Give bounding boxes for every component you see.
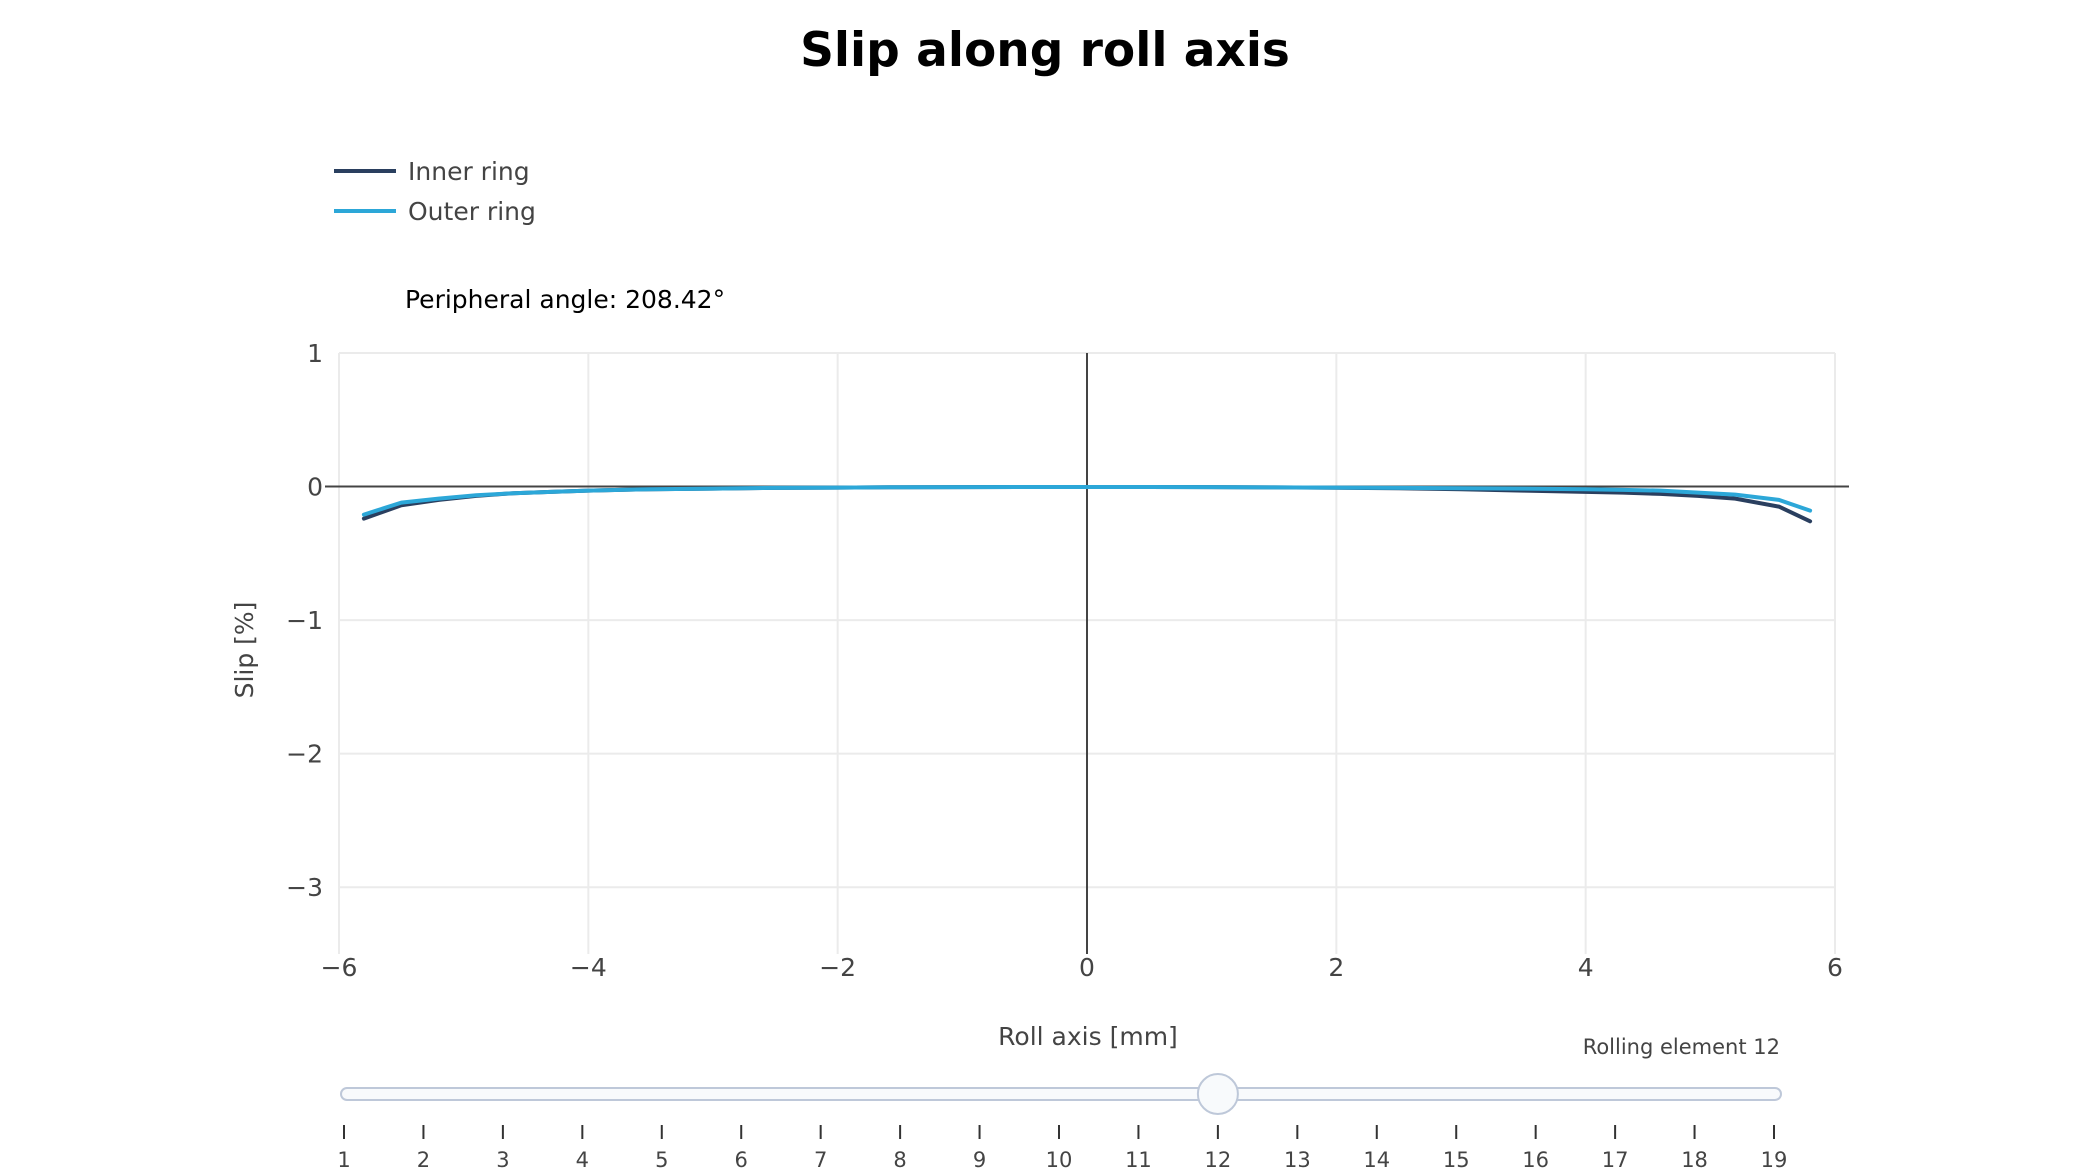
- x-tick-label: 2: [1328, 953, 1344, 982]
- legend-label: Outer ring: [408, 197, 536, 226]
- y-tick-label: −1: [286, 606, 323, 635]
- slider-tick-label[interactable]: 12: [1205, 1148, 1232, 1169]
- slider-tick-label[interactable]: 10: [1046, 1148, 1073, 1169]
- x-tick-label: −4: [570, 953, 607, 982]
- chart-title: Slip along roll axis: [800, 23, 1290, 78]
- axes: [325, 353, 1849, 954]
- x-tick-label: −6: [321, 953, 358, 982]
- tick-labels: −6 −4 −2 0 2 4 6 1 0 −1 −2 −3: [286, 339, 1843, 982]
- slider-tick-label[interactable]: 11: [1125, 1148, 1152, 1169]
- slider-tick-label[interactable]: 13: [1284, 1148, 1311, 1169]
- slider-tick-label[interactable]: 3: [496, 1148, 509, 1169]
- slider-ticks: 1 2 3 4 5 6 7 8 9 10 11 12 13 14 15 16 17 18 19: [337, 1125, 1787, 1169]
- x-tick-label: 6: [1827, 953, 1843, 982]
- x-tick-label: 4: [1578, 953, 1594, 982]
- series-lines: [361, 485, 1813, 524]
- y-tick-label: 1: [307, 339, 323, 368]
- y-tick-label: −2: [286, 740, 323, 769]
- slider-tick-label[interactable]: 2: [417, 1148, 430, 1169]
- slider-tick-label[interactable]: 18: [1681, 1148, 1708, 1169]
- slider-tick-label[interactable]: 8: [893, 1148, 906, 1169]
- slider-tick-label[interactable]: 6: [735, 1148, 748, 1169]
- y-tick-label: 0: [307, 473, 323, 502]
- slider-handle[interactable]: [1196, 1073, 1239, 1115]
- x-axis-title: Roll axis [mm]: [998, 1022, 1178, 1051]
- legend-item-inner-ring[interactable]: Inner ring: [334, 157, 530, 186]
- slider-tick-label[interactable]: 16: [1522, 1148, 1549, 1169]
- slider-tick-label[interactable]: 9: [973, 1148, 986, 1169]
- slider-rail[interactable]: [340, 1087, 1782, 1101]
- legend-item-outer-ring[interactable]: Outer ring: [334, 197, 536, 226]
- slider-tick-label[interactable]: 7: [814, 1148, 827, 1169]
- peripheral-angle-annotation: Peripheral angle: 208.42°: [405, 285, 725, 314]
- rolling-element-slider[interactable]: Rolling element 12 1 2 3 4 5 6 7 8 9 10 11 12 13 14 15…: [337, 1035, 1787, 1169]
- series-line-outer-ring: [361, 485, 1813, 517]
- y-tick-label: −3: [286, 873, 323, 902]
- slider-tick-label[interactable]: 4: [576, 1148, 589, 1169]
- legend[interactable]: Inner ring Outer ring: [334, 157, 536, 226]
- slider-tick-label[interactable]: 1: [337, 1148, 350, 1169]
- slider-tick-label[interactable]: 14: [1363, 1148, 1390, 1169]
- x-tick-label: 0: [1079, 953, 1095, 982]
- slider-tick-label[interactable]: 15: [1443, 1148, 1470, 1169]
- legend-label: Inner ring: [408, 157, 530, 186]
- y-axis-title: Slip [%]: [230, 602, 259, 699]
- slider-tick-label[interactable]: 19: [1761, 1148, 1788, 1169]
- x-tick-label: −2: [819, 953, 856, 982]
- slider-current-label: Rolling element 12: [1583, 1035, 1780, 1059]
- slider-tick-label[interactable]: 5: [655, 1148, 668, 1169]
- slider-tick-label[interactable]: 17: [1602, 1148, 1629, 1169]
